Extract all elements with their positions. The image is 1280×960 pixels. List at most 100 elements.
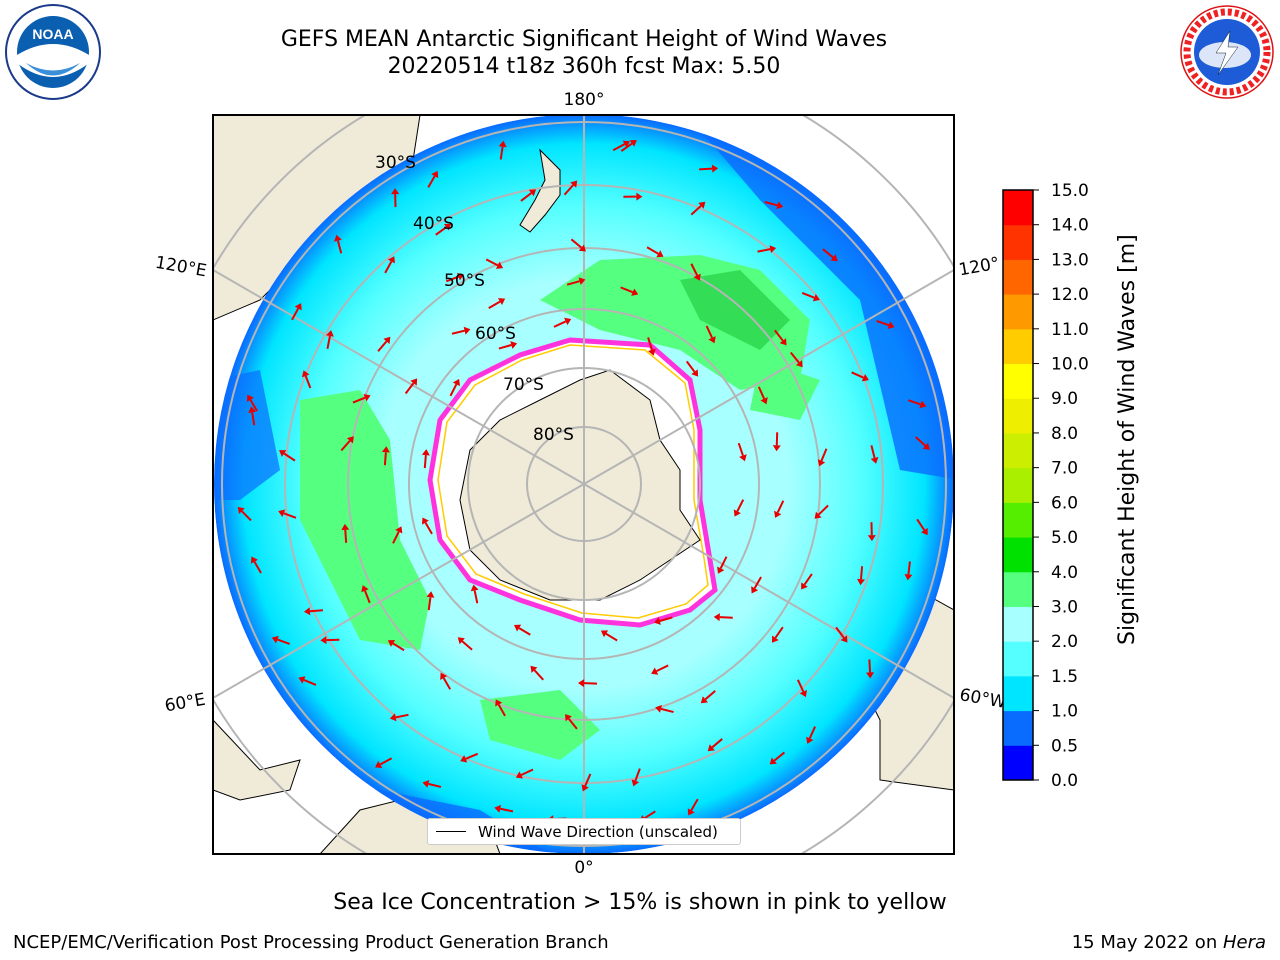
footer-date-text: 15 May 2022 on [1071, 932, 1223, 953]
wave-arrow-shaft [907, 561, 911, 575]
wave-arrow-shaft [445, 275, 459, 283]
wave-arrow-shaft [303, 679, 317, 686]
wave-arrow-head [363, 393, 371, 402]
colorbar-segment [1003, 571, 1033, 607]
colorbar-tick-label: 10.0 [1051, 355, 1089, 375]
colorbar-tick-label: 12.0 [1051, 285, 1089, 305]
wave-arrow-shaft [336, 240, 343, 254]
wave-arrow-shaft [428, 782, 442, 788]
colorbar-tick-label: 4.0 [1051, 563, 1078, 583]
wave-arrow-head [279, 450, 287, 457]
wave-arrow-head [346, 436, 354, 444]
colorbar-tick-label: 11.0 [1051, 320, 1089, 340]
wave-direction-arrows [237, 140, 930, 824]
wave-arrow-head [799, 689, 807, 698]
wave-arrow-shaft [326, 335, 331, 349]
wave-arrow-head [564, 714, 572, 722]
wave-arrow-head [629, 140, 637, 147]
wave-arrow-shaft [704, 690, 716, 701]
colorbar-tick-label: 8.0 [1051, 424, 1078, 444]
colorbar-tick-label: 0.5 [1051, 736, 1078, 756]
wave-arrow-head [600, 630, 609, 638]
wave-arrow-head [495, 261, 504, 269]
colorbar-label: Significant Height of Wind Waves [m] [1115, 234, 1140, 645]
wave-arrow-head [303, 607, 311, 616]
wave-arrow-shaft [449, 383, 458, 397]
wave-arrow-shaft [435, 226, 447, 236]
wave-arrow-shaft [801, 292, 815, 299]
chart-title: GEFS MEAN Antarctic Significant Height o… [280, 27, 888, 52]
colorbar-tick-label: 5.0 [1051, 528, 1078, 548]
wave-arrow-head [498, 140, 507, 148]
wave-arrow-head [921, 527, 928, 536]
wave-arrow-head [922, 442, 930, 450]
wave-arrow-shaft [908, 399, 921, 406]
wave-arrow-head [779, 338, 787, 346]
wave-arrow-shaft [776, 500, 785, 513]
wave-arrow-head [700, 696, 708, 704]
wave-arrow-shaft [427, 597, 432, 611]
wave-arrow-head [294, 303, 302, 311]
wave-arrow-head [578, 277, 586, 286]
wave-arrow-head [246, 394, 254, 402]
colorbar-segment [1003, 467, 1033, 503]
wave-arrow-head [278, 509, 286, 518]
wave-arrow-shaft [915, 436, 927, 447]
wave-arrow-shaft [851, 371, 864, 379]
wave-arrow-head [919, 400, 927, 409]
colorbar-tick-label: 3.0 [1051, 597, 1078, 617]
colorbar-segment [1003, 606, 1033, 642]
wave-arrow-shaft [377, 340, 388, 352]
wave-arrow-shaft [646, 246, 659, 255]
wave-arrow-shaft [656, 664, 669, 673]
footer-date: 15 May 2022 on Hera [1072, 932, 1266, 953]
wave-arrow-shaft [868, 659, 872, 673]
wave-arrow-shaft [736, 499, 745, 512]
wave-arrow-shaft [719, 556, 728, 569]
wave-arrow-head [812, 293, 820, 302]
wave-arrow-head [457, 637, 465, 645]
wave-arrow-head [698, 201, 706, 209]
wave-arrow-shaft [251, 412, 256, 426]
wave-arrow-shaft [427, 175, 436, 188]
colorbar-tick-label: 1.0 [1051, 702, 1078, 722]
wave-arrow-head [760, 397, 768, 405]
colorbar-tick-label: 15.0 [1051, 181, 1089, 201]
wave-arrow-head [251, 556, 258, 564]
wave-arrow-head [739, 454, 747, 462]
wave-arrow-head [444, 223, 452, 231]
wave-arrow-shaft [690, 263, 699, 276]
wave-arrow-shaft [774, 626, 784, 639]
wave-arrow-head [631, 288, 639, 296]
wave-arrow-shaft [442, 677, 452, 690]
wave-arrow-head [867, 535, 876, 542]
wave-arrow-head [431, 170, 439, 179]
wave-arrow-head [440, 672, 448, 680]
wave-arrow-shaft [392, 642, 405, 652]
madagascar-land [213, 719, 301, 801]
wave-arrow-shaft [277, 638, 291, 645]
wave-arrow-head [341, 523, 350, 531]
wave-arrow-shaft [344, 529, 348, 543]
wave-arrow-head [494, 804, 502, 813]
wave-arrow-shaft [283, 452, 296, 462]
colorbar-segment [1003, 363, 1033, 399]
wave-arrow-shaft [364, 590, 371, 604]
wave-arrow-shaft [283, 512, 297, 519]
longitude-grid [213, 115, 954, 854]
wave-arrow-head [578, 244, 586, 252]
wave-arrow-head [395, 526, 403, 534]
wave-arrow-shaft [473, 590, 479, 604]
wave-arrow-head [248, 406, 257, 413]
wave-arrow-head [776, 201, 784, 210]
colorbar-tick-label: 6.0 [1051, 493, 1078, 513]
chart-subtitle: 20220514 t18z 360h fcst Max: 5.50 [387, 54, 781, 79]
lon-label-120w: 120° [957, 254, 1001, 281]
wave-arrow-shaft [424, 522, 433, 535]
new-zealand-land [519, 148, 561, 233]
wave-arrow-head [578, 679, 585, 688]
wave-arrow-head [570, 180, 578, 188]
wave-arrow-head [530, 665, 538, 673]
wave-arrow-shaft [620, 142, 633, 152]
wave-arrow-shaft [566, 280, 580, 286]
